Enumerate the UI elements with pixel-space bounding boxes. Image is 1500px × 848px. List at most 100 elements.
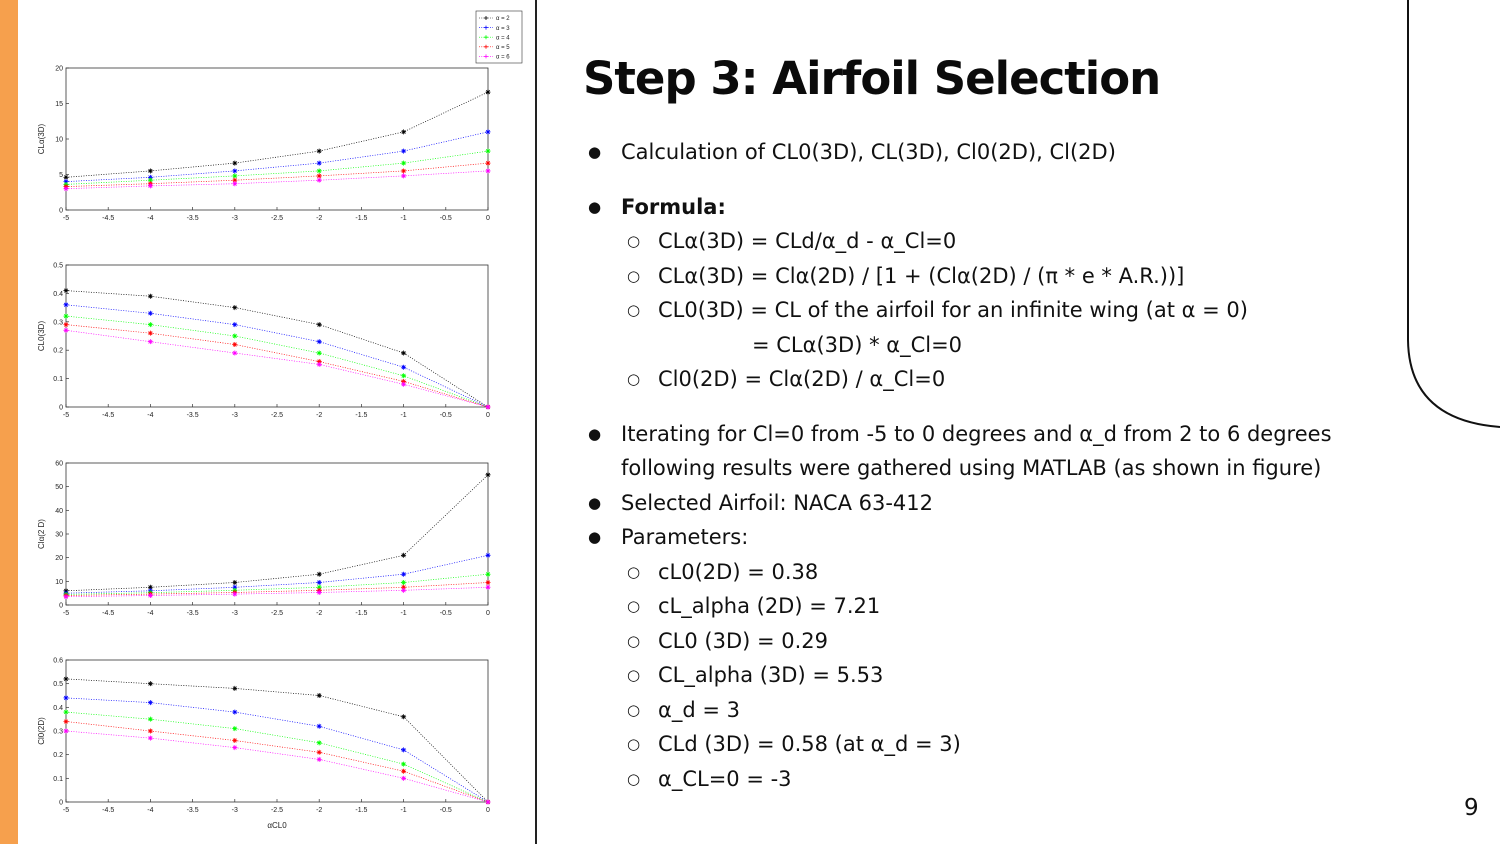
legend-box bbox=[475, 10, 523, 64]
x-tick-label: -5 bbox=[63, 610, 69, 617]
x-tick-label: -1 bbox=[400, 807, 406, 814]
bullet-iterating: Iterating for Cl=0 from -5 to 0 degrees … bbox=[588, 417, 1388, 452]
data-point bbox=[147, 177, 153, 183]
series-line bbox=[65, 678, 489, 803]
data-point bbox=[63, 695, 69, 701]
legend-marker bbox=[484, 54, 488, 59]
x-tick-label: 0 bbox=[486, 610, 490, 617]
x-tick-label: 0 bbox=[486, 807, 490, 814]
x-tick-label: -3.5 bbox=[187, 412, 199, 419]
x-tick-label: -0.5 bbox=[440, 610, 452, 617]
data-point bbox=[401, 747, 407, 753]
data-point bbox=[485, 89, 491, 95]
y-tick-label: 0.2 bbox=[53, 752, 63, 759]
x-tick-label: -2 bbox=[316, 807, 322, 814]
data-point bbox=[485, 799, 491, 805]
data-point bbox=[485, 472, 491, 478]
x-tick-label: -4.5 bbox=[102, 412, 114, 419]
data-point bbox=[232, 580, 238, 586]
y-tick-label: 60 bbox=[55, 461, 63, 468]
data-point bbox=[485, 552, 491, 558]
x-tick-label: -0.5 bbox=[440, 412, 452, 419]
x-tick-label: -2.5 bbox=[271, 215, 283, 222]
y-tick-label: 40 bbox=[55, 508, 63, 515]
page-number: 9 bbox=[1464, 795, 1479, 821]
slide-content: Calculation of CL0(3D), CL(3D), Cl0(2D),… bbox=[588, 135, 1388, 796]
data-point bbox=[316, 339, 322, 345]
data-point bbox=[316, 148, 322, 154]
data-point bbox=[401, 714, 407, 720]
bullet-formula: Formula: bbox=[588, 190, 1388, 225]
subplot-1: -5 -4.5 -4 -3.5 -3 -2.5 -2 -1.5 -1 -0.5 0 0 5 10 15 20 C… bbox=[37, 10, 523, 222]
y-tick-label: 30 bbox=[55, 532, 63, 539]
y-axis-label: Clα(2 D) bbox=[37, 519, 46, 549]
x-tick-label: -1 bbox=[400, 215, 406, 222]
legend-marker bbox=[484, 25, 488, 30]
subplot-3: -5 -4.5 -4 -3.5 -3 -2.5 -2 -1.5 -1 -0.5 0 0 10 20 30 40… bbox=[37, 461, 491, 617]
data-point bbox=[63, 179, 69, 185]
plot-area bbox=[65, 264, 489, 408]
data-point bbox=[147, 584, 153, 590]
legend-label: α = 2 bbox=[496, 16, 510, 22]
x-tick-label: -4.5 bbox=[102, 807, 114, 814]
legend-marker bbox=[484, 16, 488, 20]
x-tick-label: -3 bbox=[232, 807, 238, 814]
data-point bbox=[316, 723, 322, 729]
x-tick-label: -5 bbox=[63, 215, 69, 222]
data-point bbox=[232, 177, 238, 183]
series-line bbox=[65, 582, 489, 596]
x-tick-label: -1.5 bbox=[355, 610, 367, 617]
parameter-item: α_d = 3 bbox=[588, 693, 1388, 728]
legend-label: α = 3 bbox=[496, 26, 510, 32]
series-line bbox=[65, 91, 489, 178]
series-line bbox=[65, 573, 489, 595]
bullet-calculation: Calculation of CL0(3D), CL(3D), Cl0(2D),… bbox=[588, 135, 1388, 170]
x-tick-label: -1.5 bbox=[355, 807, 367, 814]
x-tick-label: -3.5 bbox=[187, 610, 199, 617]
data-point bbox=[401, 148, 407, 154]
legend-label: α = 6 bbox=[496, 55, 510, 61]
data-point bbox=[232, 342, 238, 348]
data-point bbox=[63, 709, 69, 715]
data-point bbox=[147, 681, 153, 687]
x-tick-label: -4 bbox=[147, 610, 153, 617]
y-tick-label: 20 bbox=[55, 555, 63, 562]
divider-line bbox=[535, 0, 537, 844]
legend-label: α = 5 bbox=[496, 45, 510, 51]
legend-marker bbox=[484, 35, 488, 40]
x-tick-label: -4.5 bbox=[102, 610, 114, 617]
y-tick-label: 0.5 bbox=[53, 681, 63, 688]
data-point bbox=[147, 735, 153, 741]
data-point bbox=[401, 587, 407, 593]
data-point bbox=[232, 709, 238, 715]
data-point bbox=[401, 160, 407, 166]
data-point bbox=[232, 685, 238, 691]
data-point bbox=[232, 333, 238, 339]
data-point bbox=[316, 359, 322, 365]
x-tick-label: -1 bbox=[400, 412, 406, 419]
series-line bbox=[65, 150, 489, 185]
data-point bbox=[401, 350, 407, 356]
formula-item: CLα(3D) = Clα(2D) / [1 + (Clα(2D) / (π *… bbox=[588, 259, 1388, 294]
data-point bbox=[401, 761, 407, 767]
x-tick-label: -1.5 bbox=[355, 412, 367, 419]
data-point bbox=[316, 584, 322, 590]
data-point bbox=[232, 350, 238, 356]
subplot-2: -5 -4.5 -4 -3.5 -3 -2.5 -2 -1.5 -1 -0.5 0 0 0.1 0.2 0.… bbox=[37, 263, 491, 419]
data-point bbox=[316, 589, 322, 595]
y-tick-label: 10 bbox=[55, 137, 63, 144]
data-point bbox=[401, 580, 407, 586]
slide-title: Step 3: Airfoil Selection bbox=[583, 52, 1161, 105]
data-point bbox=[316, 350, 322, 356]
parameter-item: CL_alpha (3D) = 5.53 bbox=[588, 658, 1388, 693]
x-tick-label: -2 bbox=[316, 412, 322, 419]
x-tick-label: -5 bbox=[63, 412, 69, 419]
data-point bbox=[232, 591, 238, 597]
bullet-iterating-continuation: following results were gathered using MA… bbox=[621, 456, 1322, 480]
y-tick-label: 20 bbox=[55, 66, 63, 73]
x-tick-label: 0 bbox=[486, 412, 490, 419]
legend-label: α = 4 bbox=[496, 35, 510, 41]
data-point bbox=[63, 288, 69, 294]
data-point bbox=[401, 768, 407, 774]
plot-area bbox=[65, 462, 489, 606]
